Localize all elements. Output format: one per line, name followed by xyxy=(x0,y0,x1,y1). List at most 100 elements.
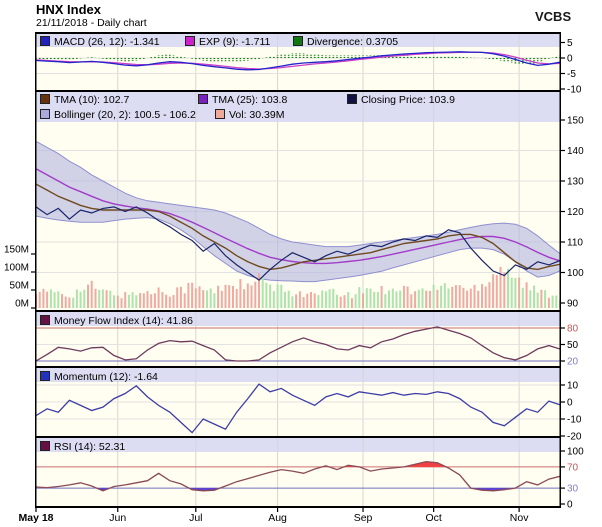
volume-bar xyxy=(410,294,413,308)
volume-bar xyxy=(373,291,376,308)
volume-bar xyxy=(544,290,547,308)
tma25-legend-label: TMA (25): 103.8 xyxy=(212,94,288,106)
x-tick-label: Sep xyxy=(354,512,373,524)
volume-bar xyxy=(328,289,331,308)
legend-band xyxy=(36,92,560,122)
panel-separator xyxy=(35,32,561,34)
y-tick-label: 0 xyxy=(567,54,573,65)
volume-bar xyxy=(49,289,52,308)
volume-bar xyxy=(57,291,60,308)
brand-logo: VCBS xyxy=(535,9,572,24)
divergence-legend-label: Divergence: 0.3705 xyxy=(307,36,399,48)
volume-bar xyxy=(555,295,558,308)
y-tick-label: 100 xyxy=(567,447,584,458)
volume-bar xyxy=(380,286,383,308)
mfi-panel-series xyxy=(36,326,560,362)
volume-bar xyxy=(425,290,428,308)
volume-bar xyxy=(258,273,260,308)
mfi-swatch-icon xyxy=(40,315,50,325)
volume-bar xyxy=(388,290,390,308)
macd-panel-series xyxy=(36,51,560,71)
volume-bar xyxy=(79,291,82,308)
y-tick-label: 130 xyxy=(567,177,584,188)
volume-bar xyxy=(499,266,502,308)
volume-bar xyxy=(194,288,197,308)
price-legend-row2: Bollinger (20, 2): 100.5 - 106.2 Vol: 30… xyxy=(0,108,602,122)
y-tick-label: 140 xyxy=(567,146,584,157)
legend-item-exp: EXP (9): -1.711 xyxy=(185,36,270,48)
volume-bar xyxy=(529,290,532,308)
y-tick-label: 100 xyxy=(567,268,584,279)
volume-bar xyxy=(224,284,227,308)
price-legend-row1: TMA (10): 102.7 TMA (25): 103.8 Closing … xyxy=(0,93,602,107)
volume-bar xyxy=(105,290,108,308)
rsi-panel-series xyxy=(36,460,560,492)
volume-bar xyxy=(495,275,498,308)
volume-bar xyxy=(477,290,480,308)
macd-line xyxy=(36,51,560,71)
y-tick-label: -5 xyxy=(567,69,576,80)
volume-bar xyxy=(213,293,216,308)
volume-bar xyxy=(469,288,472,308)
volume-bar xyxy=(414,291,417,308)
volume-bar xyxy=(451,286,454,308)
x-tick-label: Jun xyxy=(109,512,126,524)
volume-bar xyxy=(551,295,554,308)
volume-bar xyxy=(287,290,290,308)
volume-tick-label: 0M xyxy=(15,299,29,310)
mfi-legend-label: Money Flow Index (14): 41.86 xyxy=(54,315,193,327)
divergence-swatch-icon xyxy=(293,36,303,46)
y-tick-label: 90 xyxy=(567,299,579,310)
volume-bar xyxy=(113,295,115,308)
volume-bar xyxy=(533,285,535,308)
volume-bar xyxy=(507,268,509,308)
y-tick-label: 10 xyxy=(567,381,579,392)
volume-bar xyxy=(454,285,457,308)
y-tick-label: 20 xyxy=(567,357,579,368)
legend-band xyxy=(36,438,560,452)
exp-legend-label: EXP (9): -1.711 xyxy=(199,36,271,48)
momentum-swatch-icon xyxy=(40,371,50,381)
volume-bar xyxy=(462,287,465,308)
volume-bar xyxy=(518,277,521,308)
volume-bar xyxy=(354,294,357,308)
volume-bar xyxy=(120,298,123,308)
volume-bar xyxy=(391,288,394,308)
closing-price-legend-label: Closing Price: 103.9 xyxy=(361,94,455,106)
volume-bar xyxy=(406,286,409,308)
volume-bar xyxy=(265,282,268,308)
axis-left xyxy=(35,32,37,508)
volume-bar xyxy=(191,282,194,308)
volume-bar xyxy=(492,274,495,308)
rsi-legend: RSI (14): 52.31 xyxy=(0,440,602,454)
y-tick-label: 50 xyxy=(567,340,579,351)
legend-item-closing-price: Closing Price: 103.9 xyxy=(347,94,455,106)
volume-bar xyxy=(187,282,190,308)
volume-bar xyxy=(127,294,130,308)
volume-bar xyxy=(157,287,160,308)
closing-price-line xyxy=(36,206,560,281)
volume-bar xyxy=(168,296,171,308)
exp-swatch-icon xyxy=(185,36,195,46)
volume-bar xyxy=(347,292,350,308)
volume-bar xyxy=(254,281,257,308)
volume-bar xyxy=(432,284,435,308)
volume-bar xyxy=(87,284,89,308)
legend-item-volume: Vol: 30.39M xyxy=(215,109,284,121)
volume-bar xyxy=(313,293,316,308)
volume-bar xyxy=(135,295,138,308)
volume-bar xyxy=(428,290,431,308)
legend-item-rsi: RSI (14): 52.31 xyxy=(40,441,125,453)
volume-bar xyxy=(94,288,97,308)
volume-bar xyxy=(72,297,75,308)
volume-bar xyxy=(302,297,305,308)
rsi-swatch-icon xyxy=(40,441,50,451)
axis-right xyxy=(559,32,561,508)
volume-bar xyxy=(83,289,86,308)
rsi-legend-label: RSI (14): 52.31 xyxy=(54,441,126,453)
volume-bar xyxy=(235,289,238,308)
volume-bar xyxy=(124,292,127,308)
y-tick-label: 120 xyxy=(567,207,584,218)
y-tick-label: 150 xyxy=(567,116,584,127)
volume-bar xyxy=(365,288,368,308)
